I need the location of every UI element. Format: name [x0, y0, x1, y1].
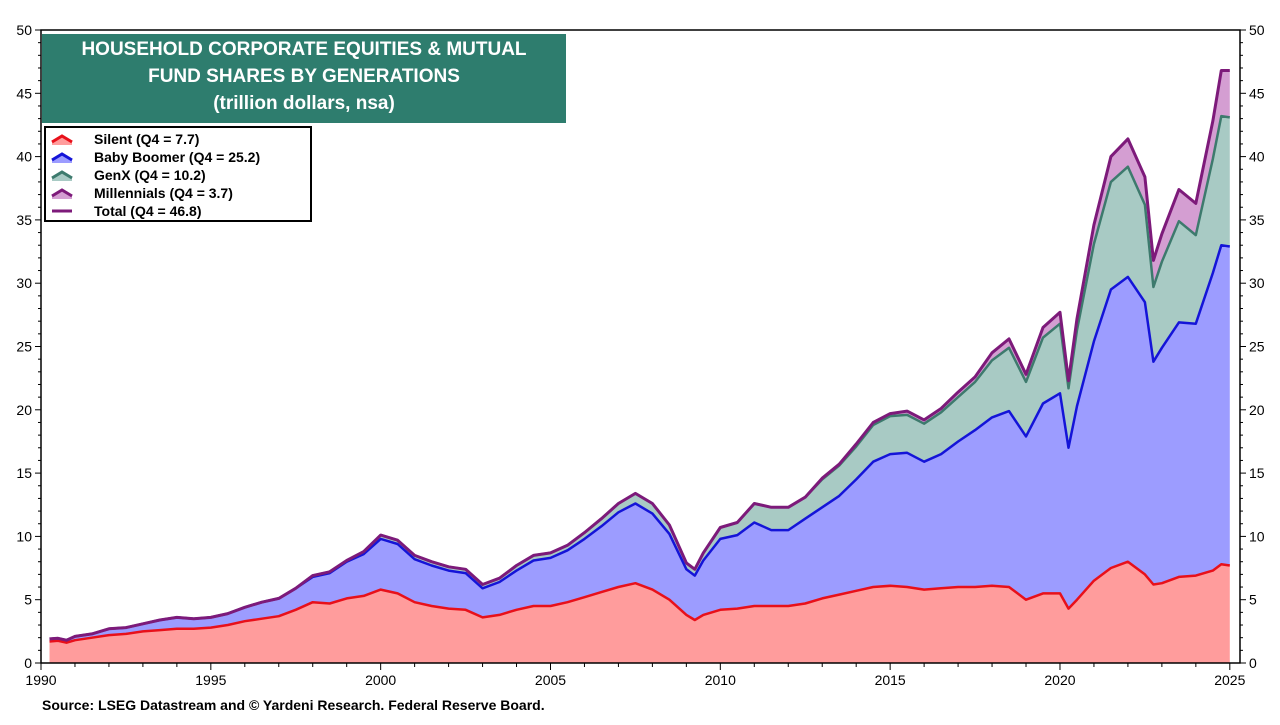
y-tick-label-left: 25: [16, 339, 32, 355]
y-tick-label-right: 20: [1249, 402, 1265, 418]
x-tick-label: 2000: [365, 672, 396, 688]
legend-swatch-millennials: [51, 188, 73, 199]
stacked-areas-layer: [49, 70, 1230, 663]
y-tick-label-left: 45: [16, 85, 32, 101]
legend: Silent (Q4 = 7.7) Baby Boomer (Q4 = 25.2…: [44, 126, 312, 222]
x-tick-label: 1995: [195, 672, 226, 688]
chart-title-line-1: HOUSEHOLD CORPORATE EQUITIES & MUTUAL: [81, 39, 527, 60]
legend-item-millennials: Millennials (Q4 = 3.7): [50, 184, 310, 202]
x-tick-label: 1990: [25, 672, 56, 688]
x-tick-label: 2025: [1214, 672, 1245, 688]
y-tick-label-right: 25: [1249, 339, 1265, 355]
area-millennials: [49, 70, 1230, 641]
line-silent: [49, 560, 1230, 644]
y-tick-label-left: 5: [24, 592, 32, 608]
y-tick-label-left: 40: [16, 149, 32, 165]
y-tick-label-right: 45: [1249, 85, 1265, 101]
y-tick-label-right: 50: [1249, 22, 1265, 38]
legend-label-total: Total (Q4 = 46.8): [94, 203, 202, 219]
legend-item-silent: Silent (Q4 = 7.7): [50, 130, 310, 148]
y-tick-label-left: 50: [16, 22, 32, 38]
legend-swatch-total: [52, 209, 72, 213]
y-tick-label-left: 35: [16, 212, 32, 228]
y-tick-label-right: 15: [1249, 465, 1265, 481]
legend-item-baby-boomer: Baby Boomer (Q4 = 25.2): [50, 148, 310, 166]
y-axis-right: 0 5 10 15 20 25 30 35 40 45 50: [1240, 22, 1265, 671]
legend-swatch-silent: [51, 134, 73, 145]
y-tick-label-right: 35: [1249, 212, 1265, 228]
x-tick-label: 2020: [1044, 672, 1075, 688]
line-millennials: [49, 69, 1230, 642]
y-tick-label-left: 15: [16, 465, 32, 481]
y-tick-label-left: 10: [16, 528, 32, 544]
x-tick-label: 2015: [875, 672, 906, 688]
source-note: Source: LSEG Datastream and © Yardeni Re…: [42, 697, 545, 713]
area-baby-boomer: [49, 245, 1230, 643]
legend-item-total: Total (Q4 = 46.8): [50, 202, 310, 220]
chart-title-line-3: (trillion dollars, nsa): [213, 93, 395, 114]
legend-label-baby-boomer: Baby Boomer (Q4 = 25.2): [94, 149, 261, 165]
y-tick-label-left: 0: [24, 655, 32, 671]
chart-title-line-2: FUND SHARES BY GENERATIONS: [148, 66, 460, 87]
legend-label-silent: Silent (Q4 = 7.7): [94, 131, 200, 147]
x-tick-label: 2010: [705, 672, 736, 688]
chart-title: HOUSEHOLD CORPORATE EQUITIES & MUTUAL FU…: [42, 34, 566, 123]
area-silent: [49, 561, 1230, 663]
y-tick-label-right: 10: [1249, 528, 1265, 544]
y-tick-label-right: 30: [1249, 275, 1265, 291]
legend-swatch-genx: [51, 170, 73, 181]
x-tick-label: 2005: [535, 672, 566, 688]
legend-label-millennials: Millennials (Q4 = 3.7): [94, 185, 233, 201]
legend-item-genx: GenX (Q4 = 10.2): [50, 166, 310, 184]
y-tick-label-left: 20: [16, 402, 32, 418]
legend-swatch-baby-boomer: [51, 152, 73, 163]
series-lines-layer: [49, 69, 1230, 644]
y-tick-label-left: 30: [16, 275, 32, 291]
y-tick-label-right: 0: [1249, 655, 1257, 671]
area-genx: [49, 116, 1230, 641]
x-axis: 1990 1995 2000 2005 2010 2015 2020 2025: [25, 663, 1246, 688]
y-axis-left: 0 5 10 15 20 25 30 35 40 45 50: [16, 22, 41, 671]
legend-label-genx: GenX (Q4 = 10.2): [94, 167, 206, 183]
y-tick-label-right: 40: [1249, 149, 1265, 165]
y-tick-label-right: 5: [1249, 592, 1257, 608]
